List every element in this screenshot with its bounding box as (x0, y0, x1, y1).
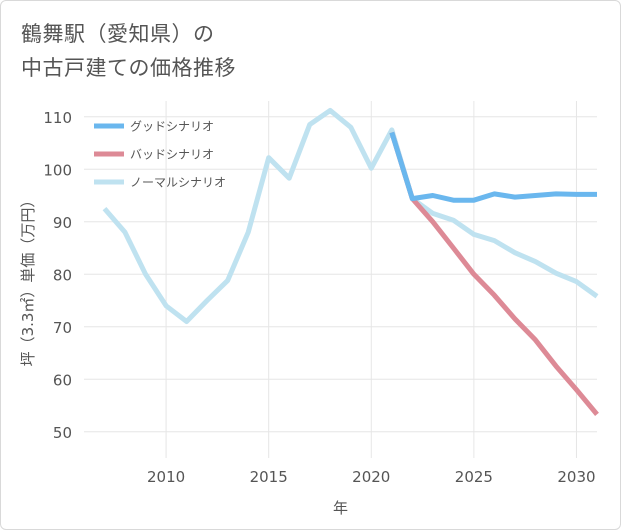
series-line-good (389, 131, 597, 203)
x-tick-label: 2010 (147, 468, 185, 486)
legend-label: バッドシナリオ (130, 148, 214, 162)
y-axis-ticks: 50 60 70 80 90 100 110 (43, 109, 72, 442)
y-tick-label: 110 (43, 109, 72, 127)
x-tick-label: 2025 (455, 468, 493, 486)
legend-item-normal[interactable]: ノーマルシナリオ (94, 176, 226, 190)
chart-title: 鶴舞駅（愛知県）の 中古戸建ての価格推移 (21, 17, 236, 85)
chart-title-line1: 鶴舞駅（愛知県）の (21, 22, 215, 46)
y-tick-label: 70 (53, 319, 72, 337)
y-tick-label: 80 (53, 266, 72, 284)
y-tick-label: 60 (53, 371, 72, 389)
y-tick-label: 100 (43, 161, 72, 179)
x-axis-label: 年 (333, 499, 348, 517)
legend-item-good[interactable]: グッドシナリオ (94, 120, 214, 134)
legend-label: グッドシナリオ (130, 120, 214, 134)
series-layer (102, 107, 599, 417)
legend-label: ノーマルシナリオ (130, 176, 226, 190)
series-line-normal (102, 107, 599, 324)
x-tick-label: 2030 (557, 468, 595, 486)
legend-item-bad[interactable]: バッドシナリオ (94, 148, 214, 162)
y-axis-label: 坪（3.3㎡）単価（万円） (19, 193, 37, 367)
x-tick-label: 2015 (250, 468, 288, 486)
chart-title-line2: 中古戸建ての価格推移 (21, 56, 236, 80)
y-tick-label: 50 (53, 424, 72, 442)
series-line-bad (389, 131, 599, 417)
x-axis-ticks: 2010 2015 2020 2025 2030 (147, 468, 596, 486)
y-tick-label: 90 (53, 214, 72, 232)
x-tick-label: 2020 (352, 468, 390, 486)
